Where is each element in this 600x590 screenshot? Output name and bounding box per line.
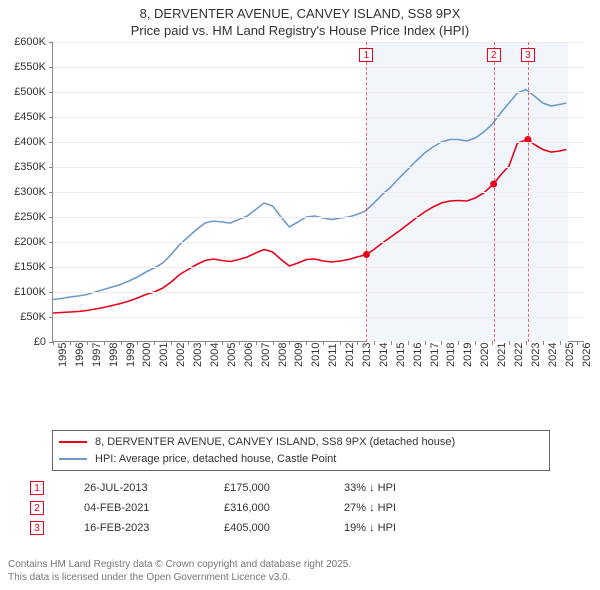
chart-marker: 2 (487, 48, 501, 62)
sale-diff: 33% ↓ HPI (344, 482, 444, 494)
sale-price: £175,000 (224, 482, 304, 494)
y-tick-label: £100K (8, 286, 46, 298)
x-tick-label: 2012 (344, 343, 356, 367)
x-tick-label: 2019 (462, 343, 474, 367)
x-tick-label: 2006 (243, 343, 255, 367)
x-tick-label: 2001 (158, 343, 170, 367)
legend-label: 8, DERVENTER AVENUE, CANVEY ISLAND, SS8 … (95, 434, 455, 451)
x-tick-label: 2000 (141, 343, 153, 367)
sale-marker: 3 (30, 521, 44, 535)
x-tick-label: 2024 (547, 343, 559, 367)
sale-row: 3 16-FEB-2023 £405,000 19% ↓ HPI (30, 518, 570, 538)
y-tick-label: £50K (8, 311, 46, 323)
sale-date: 26-JUL-2013 (84, 482, 184, 494)
chart-marker: 3 (521, 48, 535, 62)
sale-row: 1 26-JUL-2013 £175,000 33% ↓ HPI (30, 478, 570, 498)
x-tick-label: 2018 (445, 343, 457, 367)
sale-date: 16-FEB-2023 (84, 522, 184, 534)
y-tick-label: £150K (8, 261, 46, 273)
x-tick-label: 2026 (581, 343, 593, 367)
x-tick-label: 2025 (564, 343, 576, 367)
legend-swatch (59, 441, 87, 443)
sale-price: £405,000 (224, 522, 304, 534)
x-tick-label: 2016 (412, 343, 424, 367)
sale-diff: 27% ↓ HPI (344, 502, 444, 514)
chart-title: 8, DERVENTER AVENUE, CANVEY ISLAND, SS8 … (0, 0, 600, 40)
x-tick-label: 1998 (108, 343, 120, 367)
x-tick-label: 2013 (361, 343, 373, 367)
x-tick-label: 1995 (57, 343, 69, 367)
x-tick-label: 2017 (429, 343, 441, 367)
chart-container: 8, DERVENTER AVENUE, CANVEY ISLAND, SS8 … (0, 0, 600, 590)
x-tick-label: 2002 (175, 343, 187, 367)
x-tick-label: 2014 (378, 343, 390, 367)
legend-label: HPI: Average price, detached house, Cast… (95, 451, 336, 468)
legend-swatch (59, 458, 87, 460)
y-tick-label: £450K (8, 111, 46, 123)
y-tick-label: £500K (8, 86, 46, 98)
title-line2: Price paid vs. HM Land Registry's House … (131, 23, 469, 38)
x-tick-label: 2008 (277, 343, 289, 367)
legend-item: 8, DERVENTER AVENUE, CANVEY ISLAND, SS8 … (59, 434, 543, 451)
x-tick-label: 2007 (260, 343, 272, 367)
y-tick-label: £0 (8, 336, 46, 348)
footer-line1: Contains HM Land Registry data © Crown c… (8, 559, 351, 570)
legend-item: HPI: Average price, detached house, Cast… (59, 451, 543, 468)
x-tick-label: 1999 (125, 343, 137, 367)
x-tick-label: 2023 (530, 343, 542, 367)
legend-box: 8, DERVENTER AVENUE, CANVEY ISLAND, SS8 … (52, 430, 550, 471)
sale-row: 2 04-FEB-2021 £316,000 27% ↓ HPI (30, 498, 570, 518)
x-tick-label: 2005 (226, 343, 238, 367)
y-tick-label: £200K (8, 236, 46, 248)
x-tick-label: 2020 (479, 343, 491, 367)
sale-date: 04-FEB-2021 (84, 502, 184, 514)
chart-marker: 1 (359, 48, 373, 62)
sale-price: £316,000 (224, 502, 304, 514)
y-tick-label: £400K (8, 136, 46, 148)
x-tick-label: 2011 (327, 343, 339, 367)
sale-marker: 2 (30, 501, 44, 515)
x-tick-label: 2021 (496, 343, 508, 367)
x-tick-label: 1996 (74, 343, 86, 367)
x-tick-label: 2003 (192, 343, 204, 367)
sale-diff: 19% ↓ HPI (344, 522, 444, 534)
plot-area: 1995199619971998199920002001200220032004… (52, 42, 584, 342)
x-tick-label: 2010 (310, 343, 322, 367)
y-tick-label: £300K (8, 186, 46, 198)
footer-text: Contains HM Land Registry data © Crown c… (8, 558, 592, 584)
sale-marker: 1 (30, 481, 44, 495)
title-line1: 8, DERVENTER AVENUE, CANVEY ISLAND, SS8 … (140, 6, 461, 21)
x-tick-label: 1997 (91, 343, 103, 367)
sales-table: 1 26-JUL-2013 £175,000 33% ↓ HPI 2 04-FEB-202… (30, 478, 570, 538)
x-tick-label: 2022 (513, 343, 525, 367)
x-tick-label: 2004 (209, 343, 221, 367)
x-tick-label: 2009 (293, 343, 305, 367)
y-tick-label: £600K (8, 36, 46, 48)
x-tick-label: 2015 (395, 343, 407, 367)
y-tick-label: £550K (8, 61, 46, 73)
chart-area: £0 £50K £100K £150K £200K £250K £300K £350K £400… (8, 42, 592, 382)
y-tick-label: £350K (8, 161, 46, 173)
y-tick-label: £250K (8, 211, 46, 223)
footer-line2: This data is licensed under the Open Gov… (8, 572, 290, 583)
